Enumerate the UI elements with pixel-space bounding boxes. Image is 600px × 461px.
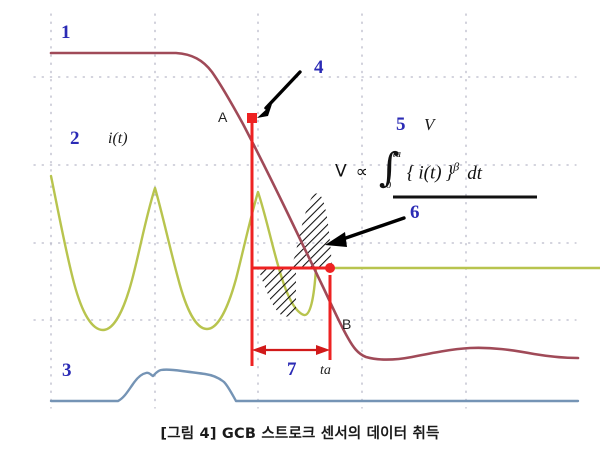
arc-time-label: ta (320, 363, 331, 378)
point-a-label: A (218, 109, 228, 125)
integrand-open-brace: { (406, 162, 415, 184)
stroke-trace (49, 368, 580, 403)
differential-dt: dt (467, 162, 482, 184)
arrow-to-point-a (257, 70, 302, 118)
callout-3: 3 (62, 360, 72, 381)
integral-icon: ∫ (378, 145, 400, 191)
integral-group: ∫ ta 0 (377, 148, 403, 194)
integrand-exponent: β (453, 159, 460, 174)
callout-2: 2 (70, 128, 80, 149)
callout-4: 4 (314, 57, 324, 78)
formula-proportional-symbol: ∝ (355, 161, 368, 182)
callout-6: 6 (410, 202, 420, 223)
integrand-close-brace: } (445, 162, 454, 184)
grid-dotted (33, 13, 577, 409)
callout-5: 5 (396, 114, 406, 135)
callout-7: 7 (287, 359, 297, 380)
voltage-formula: V ∝ ∫ ta 0 { i(t) }β dt (335, 148, 482, 194)
arrow-to-hatched-area (325, 216, 406, 247)
figure-canvas (33, 13, 600, 409)
integral-lower-limit: 0 (385, 179, 392, 191)
integrand-expression: i(t) (418, 162, 442, 184)
measurement-overlay-red (247, 113, 335, 366)
integral-upper-limit: ta (392, 149, 401, 160)
point-b-label: B (342, 316, 352, 332)
voltage-signal-label: V (424, 115, 435, 134)
current-signal-label: i(t) (108, 130, 128, 147)
callout-1: 1 (61, 22, 71, 43)
voltage-trace (49, 51, 580, 361)
formula-lhs: V (335, 161, 347, 182)
figure-caption: [그림 4] GCB 스트로크 센서의 데이터 취득 (160, 426, 440, 442)
hatched-arc-energy-area (258, 193, 332, 317)
